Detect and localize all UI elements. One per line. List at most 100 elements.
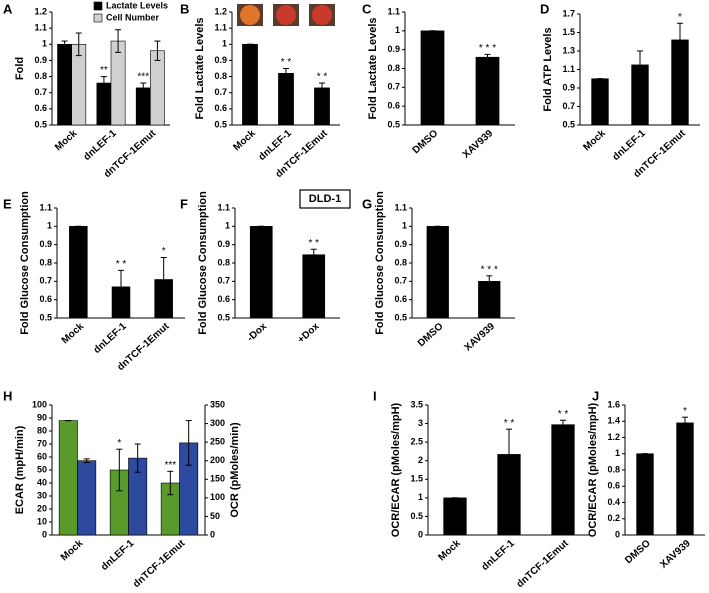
- x-tick-label: dnLEF-1: [99, 538, 136, 573]
- y-tick-label: 0.6: [34, 103, 47, 113]
- y-tick-label: 10: [37, 516, 47, 526]
- significance-label: * * *: [479, 43, 496, 54]
- y-tick-label: 1.4: [607, 416, 620, 426]
- bar: [551, 424, 575, 536]
- bar: [443, 497, 467, 536]
- y-tick-label: 0.5: [410, 511, 423, 521]
- error-bar: [283, 68, 289, 79]
- panel-label: J: [592, 388, 599, 403]
- y-tick-label: 0.6: [387, 101, 400, 111]
- y-tick-label: 3.5: [410, 399, 423, 409]
- y-tick-label: 1: [47, 221, 52, 231]
- y-tick-label: 0.5: [214, 119, 227, 129]
- error-bar: [75, 32, 82, 57]
- bar: [110, 40, 126, 126]
- y2-axis-label: OCR (pMoles/min): [229, 422, 241, 518]
- error-bar: [560, 419, 566, 430]
- y-tick-label: 3: [418, 418, 423, 428]
- y-tick-label: 2.5: [410, 437, 423, 447]
- legend-swatch: [93, 1, 103, 11]
- y-tick-label: 1.1: [34, 23, 47, 33]
- x-tick-label: Mock: [436, 538, 463, 564]
- y-tick-label: 40: [37, 477, 47, 487]
- y-tick-label: 0.8: [217, 257, 230, 267]
- y-tick-label: 0.2: [607, 513, 620, 523]
- y-tick-label: 1.1: [387, 6, 400, 16]
- panel-label: H: [3, 388, 12, 403]
- y-tick-label: 2: [418, 455, 423, 465]
- legend-label: Cell Number: [106, 12, 160, 22]
- bar: [475, 56, 500, 126]
- x-tick-label: Mock: [53, 128, 80, 154]
- bar: [676, 422, 694, 536]
- error-bar: [185, 420, 192, 466]
- y-tick-label: 1.5: [562, 27, 575, 37]
- y-tick-label: 0.9: [562, 82, 575, 92]
- y2-tick-label: 100: [210, 492, 225, 502]
- y-tick-label: 60: [37, 451, 47, 461]
- significance-label: **: [100, 65, 108, 76]
- y-tick-label: 0.5: [394, 312, 407, 322]
- y-tick-label: 1: [418, 492, 423, 502]
- bar: [249, 226, 273, 319]
- inset-box: [299, 189, 351, 209]
- y-tick-label: 0.9: [214, 55, 227, 65]
- x-tick-label: dnTCF-1Emut: [131, 538, 188, 590]
- bar: [57, 43, 72, 126]
- y-tick-label: 1.2: [607, 432, 620, 442]
- y-tick-label: 1: [222, 39, 227, 49]
- error-bar: [134, 443, 141, 473]
- y-axis-label: ECAR (mpH/min): [14, 425, 26, 514]
- x-tick-label: DMSO: [411, 128, 441, 156]
- x-tick-label: XAV939: [461, 128, 496, 161]
- error-bar: [154, 40, 161, 61]
- error-bar: [637, 50, 643, 80]
- y-tick-label: 0.6: [217, 294, 230, 304]
- bar: [69, 226, 88, 319]
- significance-label: ***: [137, 72, 149, 83]
- y-tick-label: 1.2: [214, 6, 227, 16]
- y-tick-label: 0: [42, 529, 47, 539]
- y-tick-label: 1: [395, 25, 400, 35]
- error-bar: [167, 470, 174, 496]
- y-tick-label: 1.1: [217, 202, 230, 212]
- panel-label: D: [540, 1, 549, 16]
- y-tick-label: 0.6: [214, 103, 227, 113]
- y-tick-label: 1.1: [394, 202, 407, 212]
- y-tick-label: 0.7: [394, 276, 407, 286]
- dish-photo: [276, 5, 296, 25]
- y-tick-label: 30: [37, 490, 47, 500]
- x-tick-label: dnTCF-1Emut: [515, 538, 572, 590]
- x-tick-label: Mock: [231, 128, 258, 154]
- x-tick-label: XAV939: [658, 538, 693, 571]
- bar: [426, 226, 449, 319]
- error-bar: [506, 428, 512, 481]
- y-tick-label: 50: [37, 464, 47, 474]
- y-axis-label: Fold: [14, 57, 26, 80]
- x-tick-label: XAV939: [463, 321, 498, 354]
- panel-label: B: [180, 1, 189, 16]
- y-tick-label: 0.9: [394, 239, 407, 249]
- y-axis-label: Fold ATP Levels: [542, 27, 554, 111]
- panel-label: I: [373, 388, 377, 403]
- y2-tick-label: 0: [210, 529, 215, 539]
- y-tick-label: 0.7: [562, 101, 575, 111]
- y2-tick-label: 150: [210, 474, 225, 484]
- panel-label: F: [180, 196, 188, 211]
- y-tick-label: 0: [418, 529, 423, 539]
- y-tick-label: 0.5: [217, 312, 230, 322]
- significance-label: * *: [116, 259, 127, 270]
- y-axis-label: Fold Glucose Consumption: [374, 191, 386, 335]
- y-tick-label: 0.9: [217, 239, 230, 249]
- error-bar: [484, 53, 491, 61]
- bar: [242, 43, 258, 126]
- x-tick-label: +Dox: [296, 321, 322, 346]
- error-bar: [486, 275, 493, 288]
- y-tick-label: 1: [615, 448, 620, 458]
- error-bar: [115, 29, 122, 53]
- significance-label: * *: [281, 57, 292, 68]
- bar: [58, 420, 78, 536]
- y-tick-label: 0.9: [39, 239, 52, 249]
- y2-tick-label: 200: [210, 455, 225, 465]
